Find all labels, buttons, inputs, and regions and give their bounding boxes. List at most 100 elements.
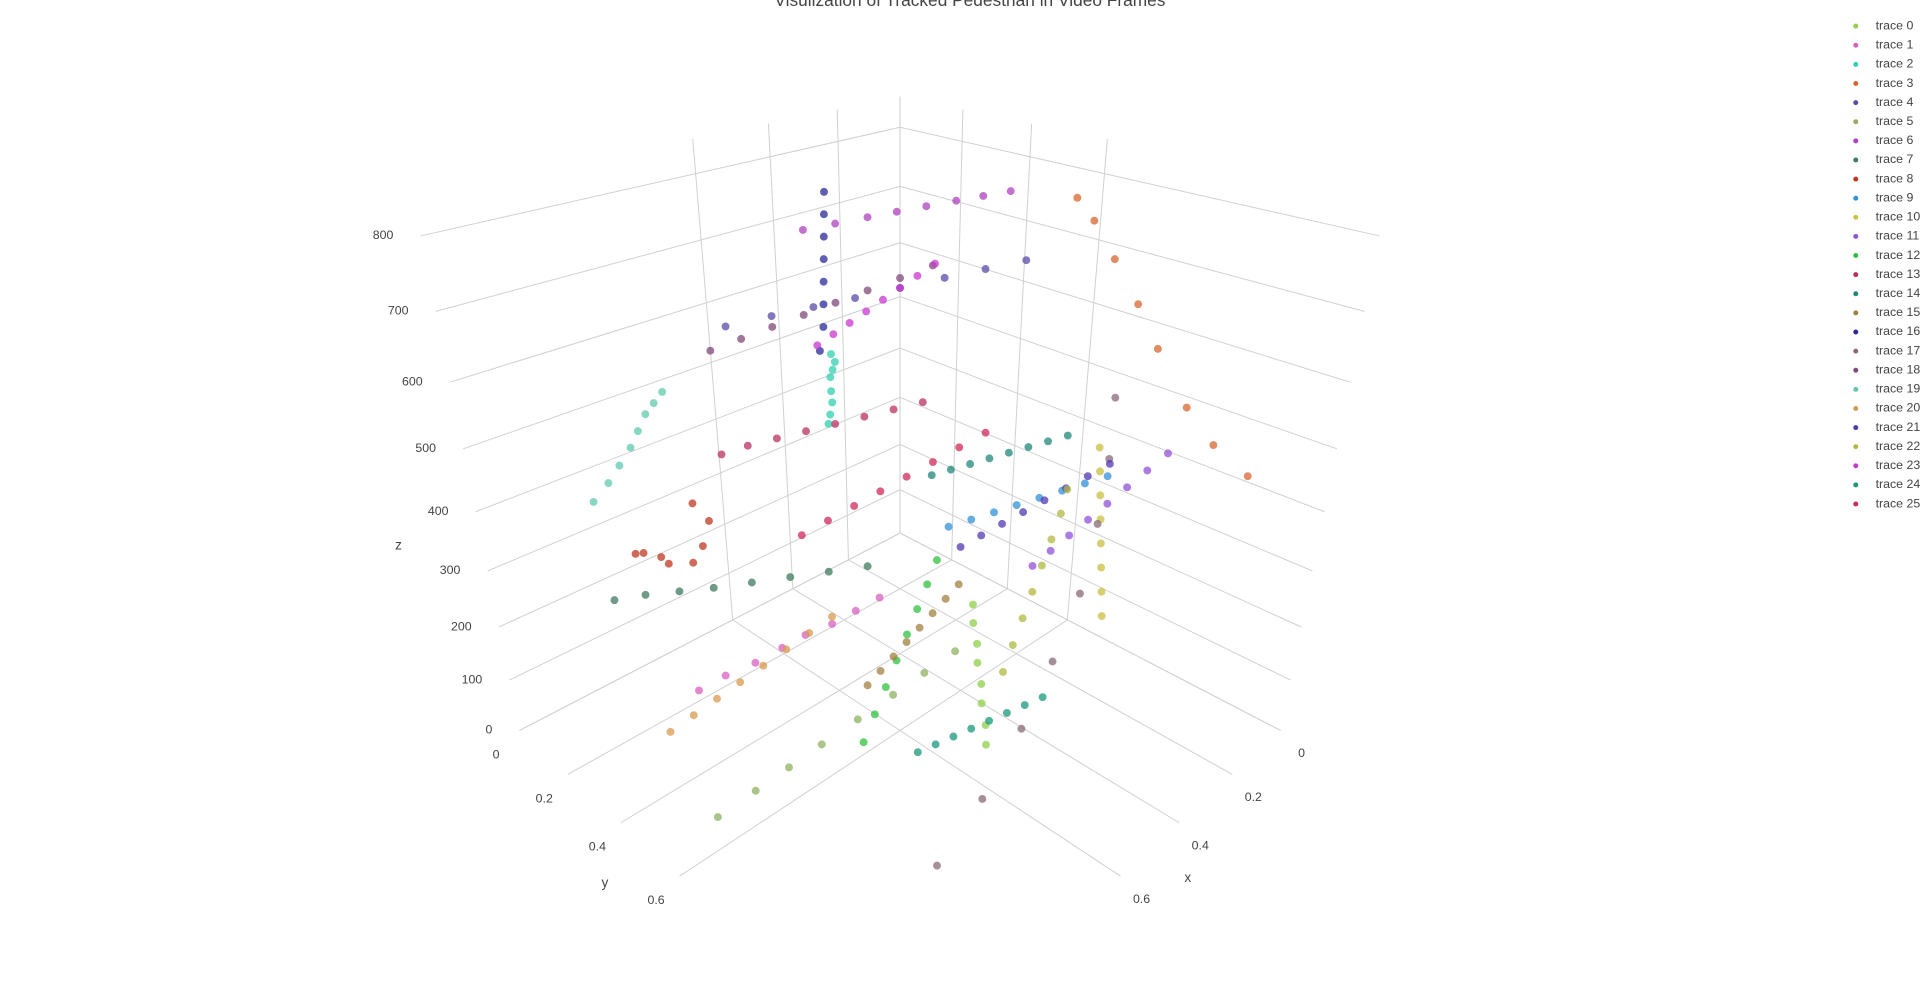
point	[876, 487, 885, 496]
grid-line	[1066, 139, 1108, 620]
point	[1097, 563, 1106, 572]
z-tick-label: 500	[415, 441, 436, 455]
legend-label: trace 2	[1876, 57, 1914, 71]
legend-marker	[1853, 23, 1859, 29]
point	[1046, 546, 1055, 555]
legend-label: trace 3	[1876, 76, 1914, 90]
point	[973, 658, 982, 667]
point	[1002, 708, 1011, 717]
point	[785, 763, 793, 772]
point	[831, 298, 840, 307]
point	[1048, 657, 1057, 666]
point	[709, 583, 718, 592]
point	[932, 556, 941, 565]
point	[819, 210, 828, 219]
point	[928, 458, 937, 466]
legend-marker	[1853, 119, 1859, 125]
point	[969, 619, 978, 628]
legend-label: trace 10	[1876, 210, 1921, 224]
legend-marker	[1853, 348, 1859, 354]
point	[1110, 255, 1119, 264]
y-tick-label: 0.2	[536, 791, 553, 805]
legend-marker	[1853, 501, 1859, 507]
point	[820, 187, 828, 196]
point	[967, 515, 976, 524]
legend-marker	[1853, 329, 1859, 335]
grid-line	[836, 109, 849, 560]
legend-label: trace 24	[1876, 477, 1921, 491]
point	[850, 502, 859, 510]
grid-line	[899, 396, 1313, 572]
legend-label: trace 14	[1876, 286, 1921, 300]
point	[1084, 515, 1092, 524]
point	[1103, 472, 1112, 481]
point	[1037, 561, 1046, 570]
point	[903, 630, 911, 639]
point	[1038, 693, 1047, 702]
grid-line	[449, 242, 901, 383]
point	[1164, 449, 1172, 458]
point	[829, 330, 838, 339]
point	[1056, 509, 1065, 518]
point	[1090, 216, 1099, 225]
point	[1096, 539, 1105, 548]
grid	[420, 96, 1380, 877]
grid-line	[1006, 123, 1033, 589]
grid-line	[899, 242, 1351, 383]
point	[698, 542, 707, 550]
legend-label: trace 0	[1876, 18, 1914, 32]
point	[1123, 483, 1132, 492]
point	[1063, 431, 1072, 440]
point	[828, 365, 837, 374]
x-tick-label: 0	[1298, 746, 1305, 760]
legend-marker	[1853, 463, 1859, 469]
point	[1097, 612, 1106, 621]
legend-marker	[1853, 100, 1859, 106]
point	[845, 318, 854, 327]
grid-line	[899, 532, 1281, 731]
legend-marker	[1853, 444, 1859, 450]
point	[824, 419, 833, 428]
z-tick-label: 800	[373, 228, 394, 242]
legend-label: trace 17	[1876, 343, 1921, 357]
point	[922, 202, 931, 211]
z-axis-title: z	[395, 537, 402, 552]
point	[799, 310, 808, 319]
point	[1134, 300, 1143, 309]
point	[933, 861, 941, 870]
point	[1044, 437, 1053, 446]
legend: trace 0 trace 1 trace 2 trace 3 trace 4 trace…	[1853, 18, 1920, 510]
point	[713, 694, 721, 703]
point	[1008, 641, 1017, 650]
point	[615, 461, 624, 470]
grid-line	[732, 619, 1121, 877]
legend-marker	[1853, 425, 1859, 431]
legend-label: trace 22	[1876, 439, 1921, 453]
x-axis-title: x	[1184, 870, 1191, 885]
grid-line	[519, 532, 901, 731]
point	[1017, 724, 1026, 733]
point	[881, 683, 890, 692]
point	[879, 295, 887, 304]
z-tick-label: 0	[485, 723, 492, 737]
z-tick-label: 100	[462, 672, 483, 686]
legend-marker	[1853, 233, 1859, 239]
point	[1012, 501, 1021, 510]
grid-line	[767, 123, 794, 589]
point	[931, 259, 939, 268]
point	[828, 398, 837, 407]
legend-marker	[1853, 482, 1859, 488]
x-tick-label: 0.2	[1245, 790, 1262, 804]
point	[1024, 443, 1033, 451]
point	[826, 373, 835, 382]
point	[1209, 441, 1218, 450]
legend-marker	[1853, 81, 1859, 86]
grid-line	[899, 185, 1365, 312]
y-tick-label: 0	[493, 747, 500, 761]
point	[751, 658, 760, 667]
point	[981, 265, 990, 273]
point	[1095, 443, 1104, 452]
legend-label: trace 4	[1876, 95, 1914, 109]
point	[999, 668, 1007, 676]
point	[827, 387, 836, 396]
